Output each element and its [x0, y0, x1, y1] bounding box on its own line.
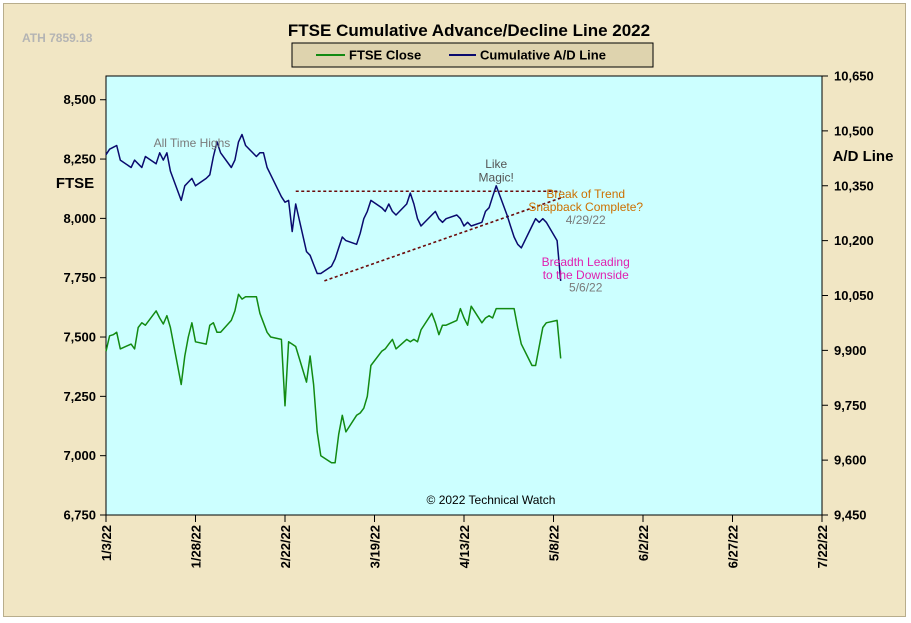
annotation-text: Break of Trend [546, 187, 625, 201]
x-tick-label: 1/28/22 [189, 525, 204, 568]
annotation-text: All Time Highs [154, 136, 231, 150]
y-right-tick-label: 9,600 [834, 453, 867, 468]
x-tick-label: 2/22/22 [278, 525, 293, 568]
annotation-text: to the Downside [543, 268, 629, 282]
x-tick-label: 3/19/22 [368, 525, 383, 568]
right-axis-label: A/D Line [833, 148, 894, 165]
y-left-tick-label: 7,000 [63, 448, 96, 463]
y-right-tick-label: 9,900 [834, 343, 867, 358]
annotation-text: 4/29/22 [566, 213, 606, 227]
y-right-tick-label: 10,200 [834, 233, 874, 248]
y-right-tick-label: 10,350 [834, 178, 874, 193]
y-right-tick-label: 10,500 [834, 123, 874, 138]
annotation-text: Breadth Leading [542, 255, 630, 269]
plot-area [105, 75, 823, 516]
ad-line [105, 133, 562, 281]
legend: FTSE Close Cumulative A/D Line [291, 42, 654, 68]
y-right-tick-label: 9,750 [834, 398, 867, 413]
y-left-tick-label: 8,500 [63, 92, 96, 107]
annotation-text: Like [485, 157, 507, 171]
x-tick-label: 5/8/22 [547, 525, 562, 561]
y-left-tick-label: 8,000 [63, 211, 96, 226]
annotation-text: 5/6/22 [569, 280, 603, 294]
left-axis-label: FTSE [56, 175, 94, 192]
y-left-tick-label: 7,750 [63, 270, 96, 285]
annotation-text: Magic! [479, 170, 514, 184]
y-left-tick-label: 6,750 [63, 508, 96, 523]
ath-label: ATH 7859.18 [22, 31, 93, 45]
x-tick-label: 7/22/22 [815, 525, 830, 568]
x-tick-label: 6/2/22 [636, 525, 651, 561]
x-tick-label: 4/13/22 [457, 525, 472, 568]
y-right-tick-label: 10,650 [834, 69, 874, 84]
y-right-tick-label: 9,450 [834, 508, 867, 523]
y-left-tick-label: 7,500 [63, 330, 96, 345]
x-tick-label: 6/27/22 [726, 525, 741, 568]
y-left-tick-label: 7,250 [63, 389, 96, 404]
trendline [324, 195, 565, 282]
ftse-close-line [105, 293, 562, 464]
legend-label-ad: Cumulative A/D Line [480, 48, 606, 63]
y-right-tick-label: 10,050 [834, 288, 874, 303]
legend-label-ftse: FTSE Close [349, 48, 421, 63]
chart-title: FTSE Cumulative Advance/Decline Line 202… [288, 21, 650, 40]
annotation-text: Snapback Complete? [528, 200, 643, 214]
copyright-text: © 2022 Technical Watch [427, 493, 556, 507]
x-tick-label: 1/3/22 [99, 525, 114, 561]
y-left-tick-label: 8,250 [63, 152, 96, 167]
